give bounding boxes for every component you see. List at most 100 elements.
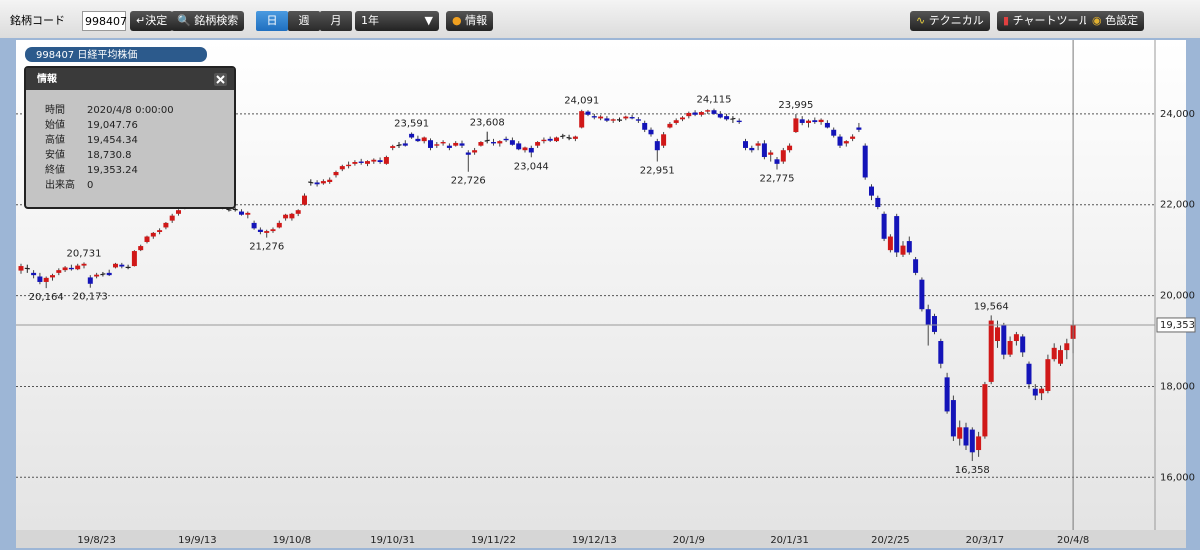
candle-body [503,138,509,141]
candle-body [673,120,679,123]
decide-text: 決定 [145,14,168,27]
code-input[interactable]: 998407 [82,11,127,31]
extreme-label: 23,608 [470,118,505,129]
info-panel: 情報 時間 2020/4/8 0:00:00 始値 19,047.76 高値 19,454… [24,66,236,209]
candle-body [283,214,289,219]
candle-body [497,141,503,144]
x-tick-label: 19/10/8 [273,535,312,546]
candle-body [270,229,276,232]
candle-body [1039,388,1045,394]
candle-body [932,316,937,332]
extreme-label: 24,091 [564,96,599,107]
close-icon [216,75,225,84]
candle-body [453,142,459,146]
x-tick-label: 19/12/13 [572,535,617,546]
candle-body [887,236,893,251]
candle-body [610,119,616,121]
info-button[interactable]: ● 情報 [446,11,494,31]
candle-body [509,140,515,145]
candle-body [320,181,326,184]
candle-body [755,143,761,146]
candle-body [831,129,837,136]
candle-body [793,118,799,133]
candle-body [875,197,881,207]
extreme-label: 20,731 [67,248,102,259]
candle-body [522,147,528,151]
info-icon: ● [452,14,466,27]
candle-body [698,112,704,115]
decide-label: ↵ [136,14,146,27]
candle-body [1020,336,1026,353]
candle-body [787,145,793,151]
candle-body [535,142,541,146]
candle-body [81,263,87,266]
candle-body [327,179,333,183]
info-panel-title: 情報 [37,72,58,85]
candle-body [314,182,320,185]
color-icon: ◉ [1092,14,1106,27]
search-button[interactable]: 🔍 銘柄検索 [171,11,245,31]
candle-body [900,245,906,255]
candle-body [598,116,604,119]
x-axis-band [16,530,1186,548]
candle-body [780,150,786,162]
y-tick-label: 22,000 [1160,200,1195,211]
color-button[interactable]: ◉ 色設定 [1086,11,1145,31]
candle-body [1026,363,1032,385]
candle-body [87,277,93,284]
info-key: 始値 [45,118,65,131]
info-value: 18,730.8 [87,150,132,161]
candle-body [541,139,547,142]
candle-body [352,162,358,164]
candle-body [806,120,811,123]
technical-button[interactable]: ∿ テクニカル [910,11,990,31]
info-key: 安値 [45,148,65,161]
extreme-label: 22,951 [640,166,675,177]
candle-body [585,111,591,115]
period-week[interactable]: 週 [288,11,320,31]
candle-body [113,263,118,268]
candle-body [94,274,100,277]
candle-body [957,427,963,439]
candle-body [163,222,169,228]
symbol-pill [25,47,207,62]
extreme-label: 23,591 [394,118,429,129]
decide-button[interactable]: ↵決定 [130,11,174,31]
extreme-label: 23,044 [514,161,549,172]
candle-body [843,141,849,144]
candle-body [572,136,578,139]
x-tick-label: 20/2/25 [871,535,910,546]
candle-body [75,265,81,270]
candle-body [459,143,465,146]
candle-body [1032,388,1038,396]
info-panel-box [24,66,236,209]
candle-body [812,120,818,123]
candle-body [289,213,295,219]
candle-body [579,111,585,128]
candle-body [869,186,874,196]
candle-body [421,137,427,142]
candle-body [302,195,307,205]
candle-body [169,215,175,221]
candle-body [667,123,673,128]
candle-body [944,377,950,412]
chart-tool-button[interactable]: ▮ チャートツール [997,11,1096,31]
candle-body [50,275,55,278]
candle-body [604,118,610,121]
crosshair-label: 19,353 [1160,320,1195,331]
period-day[interactable]: 日 [256,11,288,31]
candle-body [799,119,805,123]
range-select[interactable]: 1年 ▼ [355,11,439,31]
candle-body [138,246,144,251]
info-value: 19,454.34 [87,135,138,146]
candle-body [818,119,824,123]
period-month[interactable]: 月 [320,11,352,31]
candle-body [157,230,163,232]
candle-body [176,210,181,214]
candle-body [358,161,364,163]
candle-body [440,142,446,144]
extreme-label: 24,115 [697,95,732,106]
candle-body [768,152,774,155]
